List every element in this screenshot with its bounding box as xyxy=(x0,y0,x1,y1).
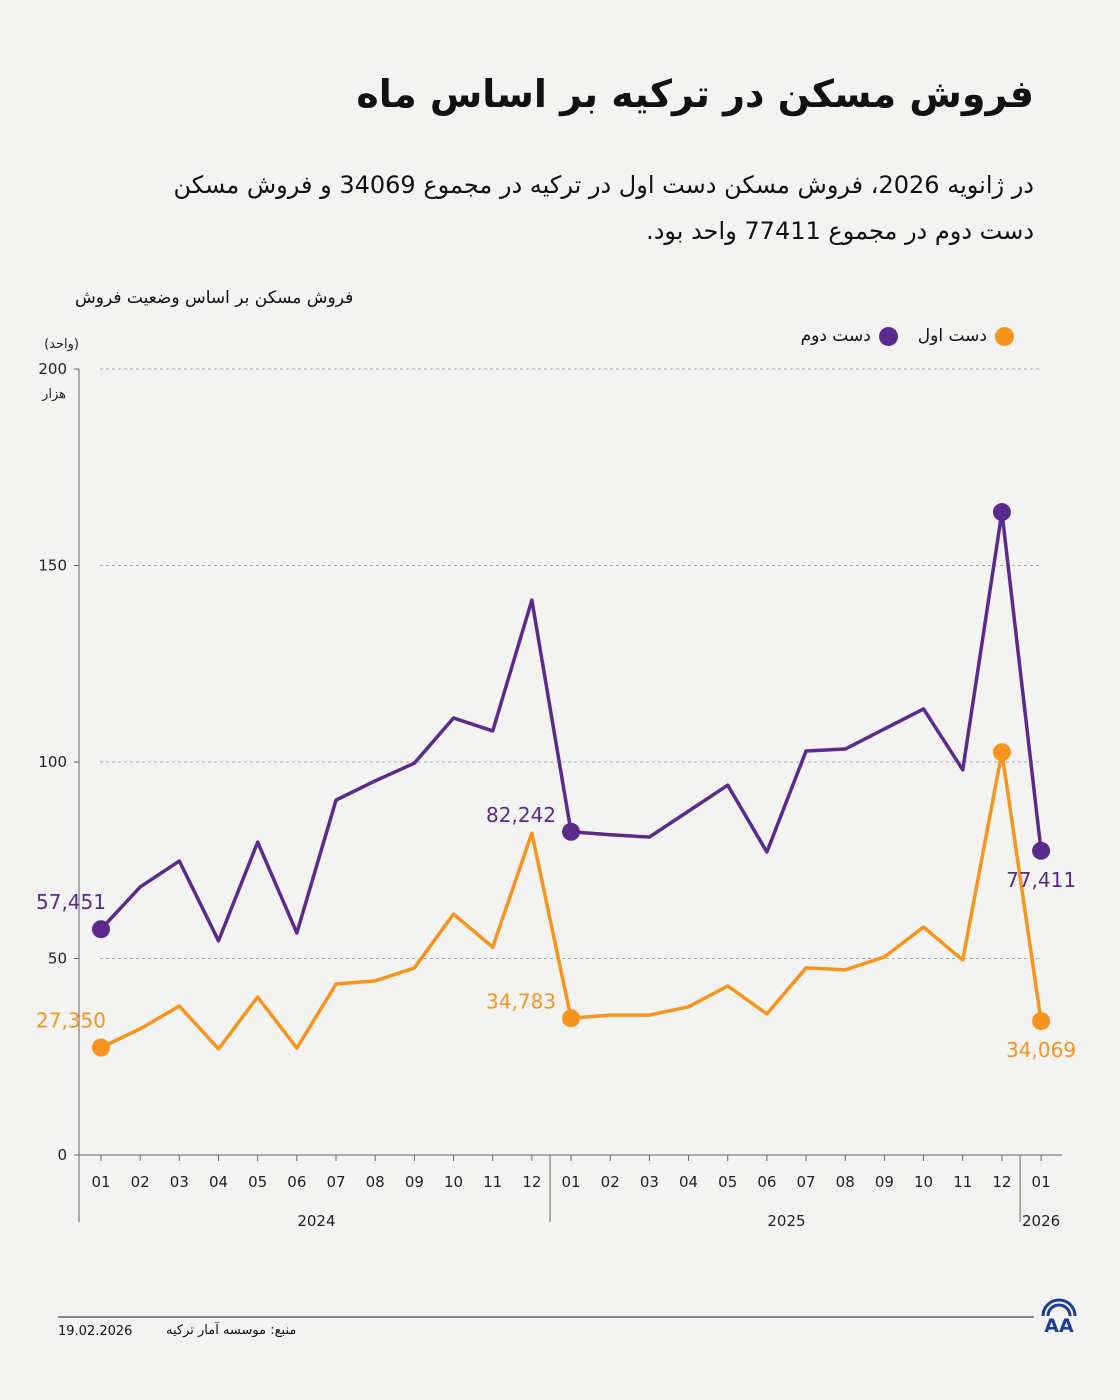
legend-label: دست دوم xyxy=(800,326,871,346)
data-label: 57,451 xyxy=(36,890,106,914)
x-tick-label: 07 xyxy=(326,1173,345,1191)
x-tick-label: 11 xyxy=(483,1173,502,1191)
year-label: 2024 xyxy=(297,1212,335,1230)
data-label: 34,783 xyxy=(486,989,556,1013)
x-tick-label: 01 xyxy=(91,1173,110,1191)
year-label: 2025 xyxy=(767,1212,805,1230)
data-point-marker xyxy=(92,920,110,939)
x-tick-label: 08 xyxy=(836,1173,855,1191)
legend: دست اول دست دوم xyxy=(801,326,1014,346)
legend-item-first-hand: دست اول xyxy=(918,326,1014,346)
x-tick-label: 01 xyxy=(561,1173,580,1191)
legend-dot-orange xyxy=(995,326,1014,346)
y-tick-label: 150 xyxy=(38,557,67,575)
y-tick-label: 200 xyxy=(38,360,67,378)
data-point-marker xyxy=(992,743,1011,762)
x-tick-label: 06 xyxy=(757,1173,776,1191)
data-point-marker xyxy=(992,503,1011,522)
legend-item-second-hand: دست دوم xyxy=(801,326,898,346)
x-tick-label: 02 xyxy=(131,1173,150,1191)
x-tick-label: 08 xyxy=(366,1173,385,1191)
x-tick-label: 09 xyxy=(405,1173,424,1191)
year-label: 2026 xyxy=(1022,1212,1060,1230)
legend-label: دست اول xyxy=(917,326,987,346)
x-tick-label: 03 xyxy=(170,1173,189,1191)
data-point-marker xyxy=(1032,1012,1051,1031)
data-label: 82,242 xyxy=(486,803,556,827)
x-tick-label: 06 xyxy=(287,1173,306,1191)
x-tick-label: 11 xyxy=(953,1173,972,1191)
page-subtitle: در ژانویه 2026، فروش مسکن دست اول در ترک… xyxy=(173,171,1034,245)
page-title: فروش مسکن در ترکیه بر اساس ماه xyxy=(356,72,1034,116)
data-point-marker xyxy=(1032,841,1051,860)
footer-date: 19.02.2026 xyxy=(58,1324,133,1339)
footer-divider xyxy=(58,1316,1034,1318)
x-tick-label: 05 xyxy=(248,1173,267,1191)
x-tick-label: 03 xyxy=(640,1173,659,1191)
y-tick-label: 100 xyxy=(38,753,67,771)
data-point-marker xyxy=(562,1009,581,1028)
legend-dot-purple xyxy=(878,326,898,346)
x-tick-label: 12 xyxy=(992,1173,1011,1191)
series-line-1 xyxy=(99,510,1043,943)
aa-logo-icon: AA xyxy=(1041,1298,1077,1334)
svg-text:AA: AA xyxy=(1044,1315,1074,1334)
chart-title: فروش مسکن بر اساس وضعیت فروش xyxy=(75,288,354,308)
y-tick-label: 50 xyxy=(48,950,67,968)
x-tick-label: 10 xyxy=(914,1173,933,1191)
y-axis-label: (واحد) xyxy=(44,337,79,352)
x-tick-label: 04 xyxy=(679,1173,698,1191)
x-tick-label: 05 xyxy=(718,1173,737,1191)
x-tick-label: 10 xyxy=(444,1173,463,1191)
data-label: 27,350 xyxy=(36,1009,106,1033)
x-tick-label: 12 xyxy=(522,1173,541,1191)
data-label: 34,069 xyxy=(1006,1038,1076,1062)
data-point-marker xyxy=(562,822,581,841)
x-tick-label: 07 xyxy=(797,1173,816,1191)
data-label: 77,411 xyxy=(1006,868,1076,892)
x-tick-label: 09 xyxy=(875,1173,894,1191)
data-point-marker xyxy=(92,1038,110,1057)
x-tick-label: 02 xyxy=(601,1173,620,1191)
y-tick-label: 0 xyxy=(57,1146,67,1164)
y-axis-unit: هزار xyxy=(41,387,66,402)
x-tick-label: 04 xyxy=(209,1173,228,1191)
footer-source: منبع: موسسه آمار ترکیه xyxy=(166,1323,297,1338)
x-tick-label: 01 xyxy=(1032,1173,1051,1191)
series-line-0 xyxy=(100,750,1043,1051)
